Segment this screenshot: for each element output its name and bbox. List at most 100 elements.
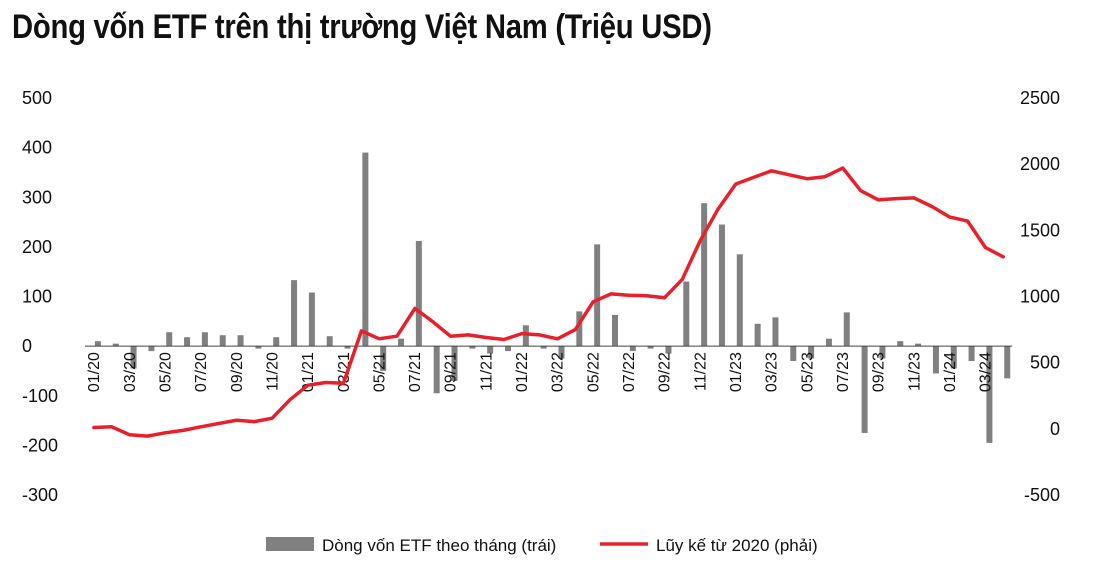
bar: [255, 346, 262, 349]
bar: [736, 254, 743, 347]
bar: [701, 203, 708, 347]
bar: [576, 311, 583, 347]
bar: [665, 346, 672, 354]
y-left-tick-label: 200: [22, 237, 52, 257]
bar: [808, 346, 815, 359]
bar: [718, 224, 725, 347]
bar: [380, 346, 387, 371]
bar: [772, 317, 779, 347]
y-left-tick-label: -100: [22, 386, 58, 406]
y-right-tick-label: 1500: [1020, 220, 1060, 240]
bar: [237, 335, 244, 347]
bar: [986, 346, 993, 443]
x-tick-label: 11/20: [264, 352, 281, 391]
bar: [825, 338, 832, 347]
bar-series: [94, 152, 1011, 443]
bar: [433, 346, 440, 394]
x-tick-label: 09/22: [657, 352, 674, 392]
x-tick-label: 01/24: [942, 352, 959, 392]
bar: [451, 346, 458, 381]
legend-label-bar: Dòng vốn ETF theo tháng (trái): [322, 536, 556, 555]
x-tick-label: 11/21: [478, 352, 495, 391]
y-right-tick-label: 1000: [1020, 287, 1060, 307]
y-axis-left: 500 400 300 200 100 0 -100 -200 -300: [22, 88, 58, 505]
bar: [112, 343, 119, 347]
bar: [130, 346, 137, 369]
x-tick-label: 01/20: [86, 352, 103, 392]
bar: [558, 346, 565, 359]
bar: [540, 346, 547, 349]
bar: [754, 323, 761, 347]
bar: [1004, 346, 1011, 379]
legend-label-line: Lũy kế từ 2020 (phải): [656, 536, 818, 555]
legend: Dòng vốn ETF theo tháng (trái) Lũy kế từ…: [266, 536, 818, 555]
x-tick-label: 03/20: [122, 352, 139, 392]
x-axis-ticks: 01/20 03/20 05/20 07/20 09/20 11/20 01/21 03/21…: [86, 352, 995, 392]
bar: [469, 346, 476, 349]
x-tick-label: 11/23: [906, 352, 923, 391]
y-left-tick-label: 0: [22, 336, 32, 356]
bar: [915, 343, 922, 347]
x-tick-label: 07/21: [407, 352, 424, 392]
bar: [201, 332, 208, 347]
chart-title: Dòng vốn ETF trên thị trường Việt Nam (T…: [12, 8, 712, 46]
bar: [879, 346, 886, 359]
x-tick-label: 03/21: [336, 352, 353, 392]
x-tick-label: 05/23: [799, 352, 816, 392]
bar: [487, 346, 494, 354]
x-tick-label: 05/20: [157, 352, 174, 392]
x-tick-label: 03/22: [550, 352, 567, 392]
bar: [611, 314, 618, 347]
x-tick-label: 07/22: [621, 352, 638, 392]
x-tick-label: 01/22: [514, 352, 531, 392]
x-tick-label: 05/21: [371, 352, 388, 392]
bar: [861, 346, 868, 433]
bar: [522, 325, 529, 347]
bar: [362, 152, 369, 347]
bar: [594, 244, 601, 347]
bar: [415, 240, 422, 347]
bar: [932, 346, 939, 374]
y-left-tick-label: 400: [22, 138, 52, 158]
line-series: [92, 166, 1005, 438]
bar: [897, 341, 904, 347]
bar: [968, 346, 975, 362]
bar: [647, 346, 654, 349]
y-left-tick-label: 500: [22, 88, 52, 108]
x-tick-label: 09/20: [229, 352, 246, 392]
bar: [683, 281, 690, 347]
x-tick-label: 05/22: [585, 352, 602, 392]
bar: [629, 346, 636, 352]
y-left-tick-label: -300: [22, 485, 58, 505]
bar: [273, 337, 280, 347]
bar: [950, 346, 957, 369]
x-tick-label: 09/23: [871, 352, 888, 392]
y-right-tick-label: -500: [1024, 485, 1060, 505]
bar: [94, 341, 101, 347]
y-right-tick-label: 0: [1050, 419, 1060, 439]
y-axis-right: 2500 2000 1500 1000 500 0 -500: [1020, 88, 1060, 505]
x-tick-label: 01/21: [300, 352, 317, 392]
y-left-tick-label: -200: [22, 435, 58, 455]
x-tick-label: 03/23: [764, 352, 781, 392]
x-tick-label: 07/23: [835, 352, 852, 392]
bar: [790, 346, 797, 362]
x-tick-label: 07/20: [193, 352, 210, 392]
x-tick-label: 09/21: [443, 352, 460, 392]
bar: [308, 292, 315, 347]
y-left-tick-label: 100: [22, 287, 52, 307]
legend-swatch-bar: [266, 537, 314, 551]
x-tick-label: 03/24: [978, 352, 995, 392]
x-tick-label: 01/23: [728, 352, 745, 392]
bar: [505, 346, 512, 352]
y-left-tick-label: 300: [22, 187, 52, 207]
x-tick-label: 11/22: [692, 352, 709, 391]
bar: [148, 346, 155, 352]
bar: [326, 336, 333, 347]
bar: [843, 312, 850, 347]
bar: [219, 335, 226, 347]
y-right-tick-label: 2500: [1020, 88, 1060, 108]
bar: [291, 280, 298, 347]
bar: [166, 332, 173, 347]
